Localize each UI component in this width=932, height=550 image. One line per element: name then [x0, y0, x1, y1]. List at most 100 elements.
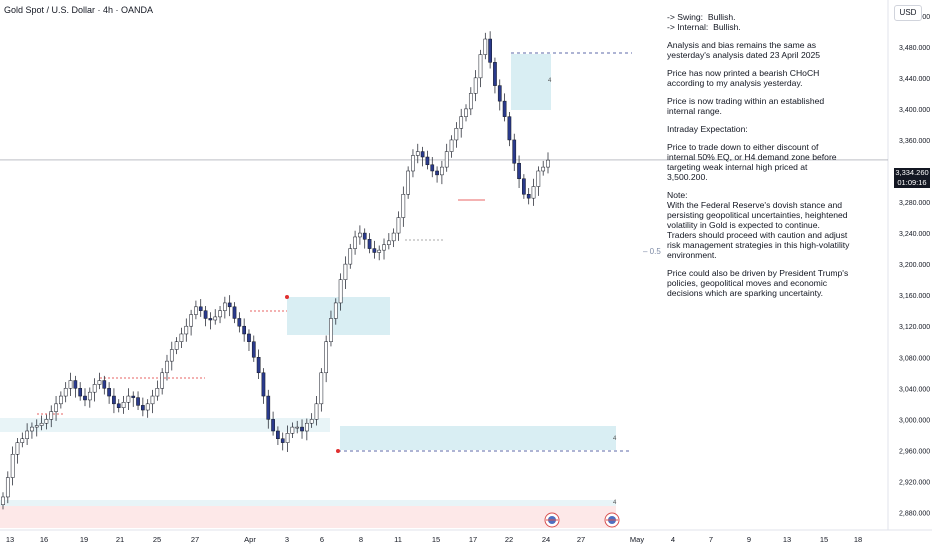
note-paragraph: Analysis and bias remains the same as ye…	[667, 40, 821, 60]
candle-body	[83, 395, 87, 401]
candle-body	[440, 166, 444, 176]
x-tick-label: 3	[285, 535, 289, 544]
y-tick-label: 3,000.000	[899, 417, 930, 424]
candle-body	[15, 442, 20, 455]
candle-body	[329, 318, 333, 342]
x-tick-label: 8	[359, 535, 363, 544]
us-flag-event-icon[interactable]	[604, 512, 620, 528]
note-paragraph: Price could also be driven by President …	[667, 268, 849, 298]
candle-body	[401, 194, 406, 218]
y-tick-label: 3,440.000	[899, 76, 930, 83]
candle-body	[198, 306, 203, 311]
x-tick-label: May	[630, 535, 644, 544]
x-tick-label: 27	[191, 535, 199, 544]
candle-body	[473, 77, 478, 94]
candle-body	[247, 333, 251, 342]
candle-body	[237, 318, 242, 327]
candle-body	[372, 248, 377, 253]
candle-body	[319, 372, 324, 405]
candle-body	[266, 395, 271, 420]
candle-body	[141, 405, 145, 411]
candle-body	[377, 249, 382, 253]
candle-body	[493, 62, 497, 86]
chart-title: Gold Spot / U.S. Dollar · 4h · OANDA	[4, 5, 154, 15]
current-price-tag: 3,334.260 01:09:16	[894, 168, 930, 188]
candle-body	[280, 438, 285, 443]
candle-body	[522, 178, 526, 195]
x-tick-label: 24	[542, 535, 550, 544]
candle-body	[136, 397, 140, 406]
candle-body	[121, 402, 126, 408]
candle-body	[386, 240, 391, 245]
candle-body	[97, 380, 102, 385]
candle-body	[435, 170, 439, 176]
candle-body	[309, 419, 314, 424]
support-zone	[0, 500, 616, 506]
candle-body	[430, 164, 435, 172]
candle-body	[87, 391, 92, 401]
candle-body	[300, 426, 304, 432]
candle-body	[218, 310, 222, 318]
candle-body	[362, 232, 367, 240]
candle-body	[343, 263, 348, 280]
swing-high-marker	[285, 295, 289, 299]
x-tick-label: 18	[854, 535, 862, 544]
candle-body	[10, 454, 15, 478]
x-tick-label: 15	[820, 535, 828, 544]
us-flag-event-icon[interactable]	[544, 512, 560, 528]
demand-zone-lower	[340, 426, 616, 450]
y-tick-label: 3,160.000	[899, 293, 930, 300]
candle-body	[358, 232, 362, 238]
candle-body	[73, 380, 78, 389]
x-tick-label: 16	[40, 535, 48, 544]
candle-body	[536, 170, 541, 187]
demand-zone-left	[0, 418, 330, 432]
candle-body	[541, 166, 546, 172]
currency-badge[interactable]: USD	[894, 5, 922, 21]
equilibrium-label: ‒ 0.5	[643, 247, 661, 256]
candle-body	[208, 318, 213, 321]
candle-body	[150, 395, 155, 405]
swing-low-marker	[336, 449, 340, 453]
candle-body	[411, 155, 415, 172]
x-tick-label: 22	[505, 535, 513, 544]
candle-body	[59, 395, 63, 405]
x-tick-label: 19	[80, 535, 88, 544]
x-tick-label: 6	[320, 535, 324, 544]
candle-body	[112, 395, 116, 405]
candle-body	[415, 151, 420, 156]
y-tick-label: 2,960.000	[899, 448, 930, 455]
y-tick-label: 3,360.000	[899, 138, 930, 145]
candle-body	[333, 302, 338, 319]
candle-body	[454, 128, 459, 141]
candle-body	[468, 93, 473, 110]
candle-body	[420, 151, 425, 158]
y-tick-label: 3,120.000	[899, 324, 930, 331]
candle-body	[295, 426, 300, 429]
candle-body	[382, 244, 386, 251]
candle-body	[261, 372, 266, 397]
candle-body	[184, 325, 189, 335]
candle-body	[189, 314, 193, 327]
candle-body	[285, 433, 290, 443]
candle-body	[213, 316, 218, 321]
x-tick-label: 9	[747, 535, 751, 544]
candle-body	[425, 156, 430, 166]
candle-body	[276, 430, 280, 439]
y-tick-label: 3,240.000	[899, 231, 930, 238]
candle-body	[44, 419, 49, 424]
candle-body	[483, 38, 488, 55]
y-tick-label: 3,480.000	[899, 45, 930, 52]
y-tick-label: 3,080.000	[899, 355, 930, 362]
current-price-value: 3,334.260	[895, 168, 929, 177]
candle-body	[478, 54, 483, 79]
candle-body	[251, 341, 256, 358]
candle-body	[92, 384, 97, 393]
candle-body	[25, 430, 29, 439]
candle-body	[242, 325, 247, 335]
candle-body	[78, 388, 83, 397]
candle-body	[54, 403, 58, 412]
x-tick-label: 17	[469, 535, 477, 544]
x-tick-label: 25	[153, 535, 161, 544]
